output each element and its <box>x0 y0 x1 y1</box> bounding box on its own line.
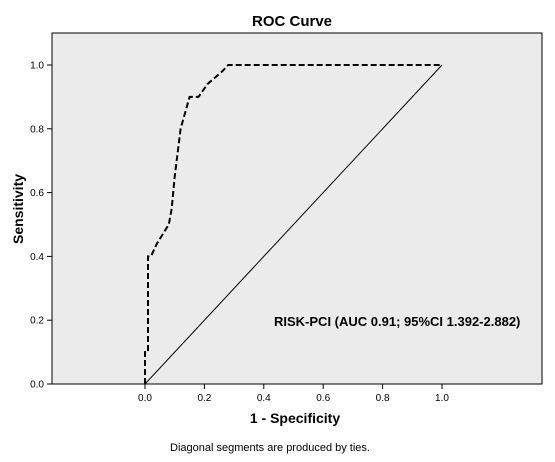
x-tick-label: 0.8 <box>376 393 390 404</box>
chart-footnote: Diagonal segments are produced by ties. <box>170 442 370 454</box>
reference-diagonal-line <box>144 64 443 385</box>
x-tick-label: 0.0 <box>138 393 152 404</box>
x-tick-label: 0.2 <box>197 393 211 404</box>
y-tick-label: 0.4 <box>30 252 44 263</box>
y-tick-label: 0.8 <box>30 124 44 135</box>
y-tick-label: 0.6 <box>30 188 44 199</box>
y-axis-label: Sensitivity <box>10 174 26 244</box>
x-axis-ticks: 0.0 0.2 0.4 0.6 0.8 1.0 <box>138 384 449 404</box>
plot-area <box>51 32 543 385</box>
chart-title: ROC Curve <box>252 13 332 30</box>
x-tick-label: 0.6 <box>316 393 330 404</box>
x-tick-label: 0.4 <box>257 393 271 404</box>
series-layer <box>144 64 443 385</box>
auc-annotation: RISK-PCI (AUC 0.91; 95%CI 1.392-2.882) <box>274 314 520 329</box>
y-axis-ticks: 0.0 0.2 0.4 0.6 0.8 1.0 <box>30 61 52 391</box>
y-tick-label: 0.2 <box>30 316 44 327</box>
y-tick-label: 1.0 <box>30 61 44 72</box>
x-axis-label: 1 - Specificity <box>250 410 340 426</box>
x-tick-label: 1.0 <box>435 393 449 404</box>
y-tick-label: 0.0 <box>30 380 44 391</box>
